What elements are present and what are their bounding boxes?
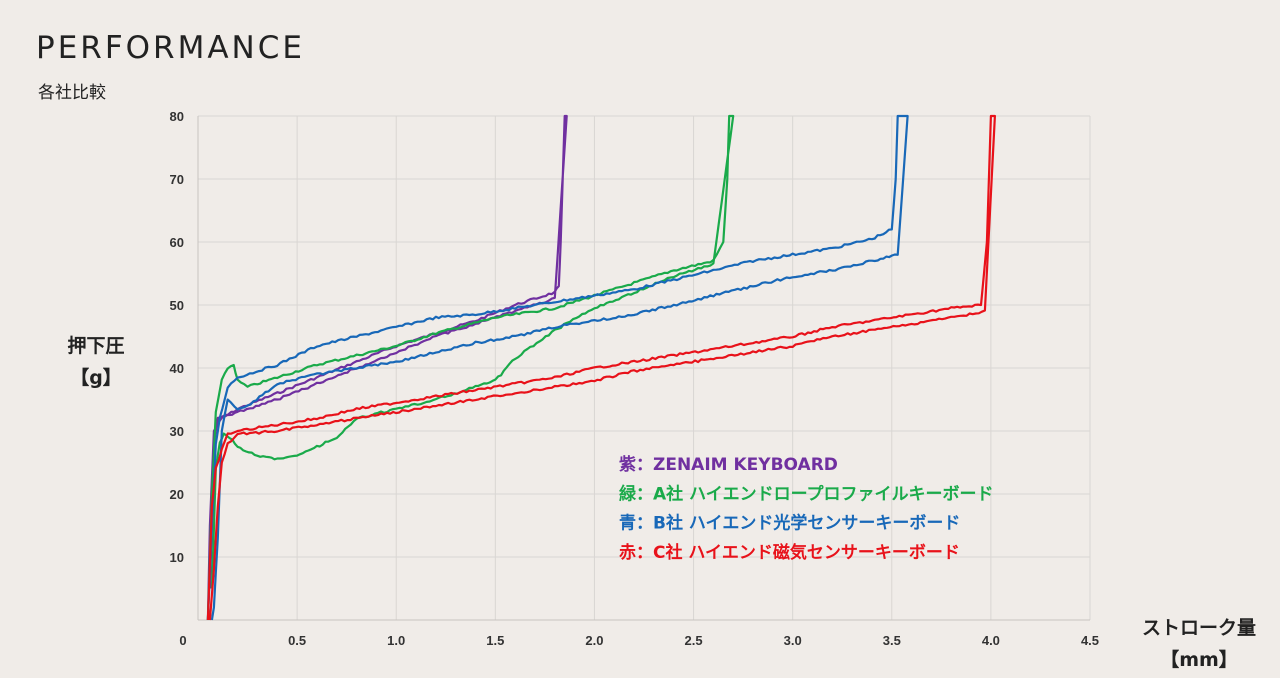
chart-series bbox=[206, 114, 997, 621]
x-tick-label: 2.5 bbox=[685, 633, 703, 648]
chart-grid bbox=[198, 115, 1091, 620]
y-tick-label: 40 bbox=[170, 361, 184, 376]
x-axis-label-line2: 【mm】 bbox=[1160, 649, 1238, 671]
x-tick-label: 0.5 bbox=[288, 633, 306, 648]
legend-entry-2: 緑：A社 ハイエンドロープロファイルキーボード bbox=[619, 483, 994, 504]
y-axis-label: 押下圧 【g】 bbox=[46, 330, 146, 394]
chart-tick-labels: 0 0.5 1.0 1.5 2.0 2.5 3.0 3.5 4.0 4.5 10 20 30 40 50 60… bbox=[170, 109, 1100, 648]
page-subtitle: 各社比較 bbox=[38, 83, 106, 103]
x-tick-label: 4.5 bbox=[1081, 633, 1099, 648]
x-tick-label: 2.0 bbox=[585, 633, 603, 648]
x-tick-label: 3.0 bbox=[784, 633, 802, 648]
x-tick-label: 0 bbox=[179, 633, 186, 648]
x-tick-label: 4.0 bbox=[982, 633, 1000, 648]
series-line-2 bbox=[206, 114, 735, 621]
y-tick-label: 50 bbox=[170, 298, 184, 313]
legend-entry-4: 赤：C社 ハイエンド磁気センサーキーボード bbox=[619, 542, 960, 563]
series-line-3 bbox=[206, 114, 909, 621]
legend-entry-3: 青：B社 ハイエンド光学センサーキーボード bbox=[619, 513, 960, 534]
x-tick-label: 1.0 bbox=[387, 633, 405, 648]
legend-entry-1: 紫：ZENAIM KEYBOARD bbox=[619, 454, 838, 475]
chart-axes bbox=[197, 116, 1090, 621]
series-line-4 bbox=[206, 114, 997, 621]
y-tick-label: 10 bbox=[170, 550, 184, 565]
y-axis-label-line2: 【g】 bbox=[70, 367, 122, 389]
y-tick-label: 20 bbox=[170, 487, 184, 502]
y-axis-label-line1: 押下圧 bbox=[67, 335, 125, 357]
x-axis-label-line1: ストローク量 bbox=[1141, 617, 1256, 639]
y-tick-label: 80 bbox=[170, 109, 184, 124]
y-tick-label: 60 bbox=[170, 235, 184, 250]
chart-legend: 紫：ZENAIM KEYBOARD 緑：A社 ハイエンドロープロファイルキーボード… bbox=[619, 454, 994, 563]
x-axis-label: ストローク量 【mm】 bbox=[1126, 612, 1272, 676]
x-tick-label: 3.5 bbox=[883, 633, 901, 648]
y-tick-label: 30 bbox=[170, 424, 184, 439]
page-title: PERFORMANCE bbox=[36, 30, 305, 66]
y-tick-label: 70 bbox=[170, 172, 184, 187]
x-tick-label: 1.5 bbox=[486, 633, 504, 648]
